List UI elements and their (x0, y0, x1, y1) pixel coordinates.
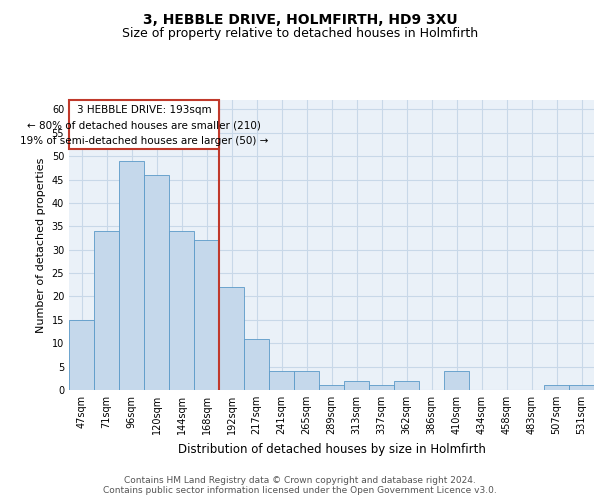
Bar (569, 386, 594, 390)
Text: ← 80% of detached houses are smaller (210): ← 80% of detached houses are smaller (21… (27, 120, 261, 130)
Bar (119, 161, 144, 390)
Bar (294, 372, 319, 390)
Bar (269, 372, 294, 390)
Bar (544, 386, 569, 390)
Bar (344, 380, 369, 390)
Bar (369, 386, 394, 390)
Text: Size of property relative to detached houses in Holmfirth: Size of property relative to detached ho… (122, 28, 478, 40)
Text: Contains public sector information licensed under the Open Government Licence v3: Contains public sector information licen… (103, 486, 497, 495)
X-axis label: Distribution of detached houses by size in Holmfirth: Distribution of detached houses by size … (178, 442, 485, 456)
Text: Contains HM Land Registry data © Crown copyright and database right 2024.: Contains HM Land Registry data © Crown c… (124, 476, 476, 485)
Text: 19% of semi-detached houses are larger (50) →: 19% of semi-detached houses are larger (… (20, 136, 268, 145)
Bar (144, 175, 169, 390)
Bar (444, 372, 469, 390)
Bar (194, 240, 219, 390)
Bar (69, 320, 94, 390)
Bar (169, 231, 194, 390)
Bar (219, 287, 244, 390)
Text: 3, HEBBLE DRIVE, HOLMFIRTH, HD9 3XU: 3, HEBBLE DRIVE, HOLMFIRTH, HD9 3XU (143, 12, 457, 26)
Bar (94, 231, 119, 390)
Bar (244, 338, 269, 390)
Bar (394, 380, 419, 390)
Bar (319, 386, 344, 390)
Y-axis label: Number of detached properties: Number of detached properties (36, 158, 46, 332)
Text: 3 HEBBLE DRIVE: 193sqm: 3 HEBBLE DRIVE: 193sqm (77, 104, 211, 115)
Bar (69, 100, 219, 149)
